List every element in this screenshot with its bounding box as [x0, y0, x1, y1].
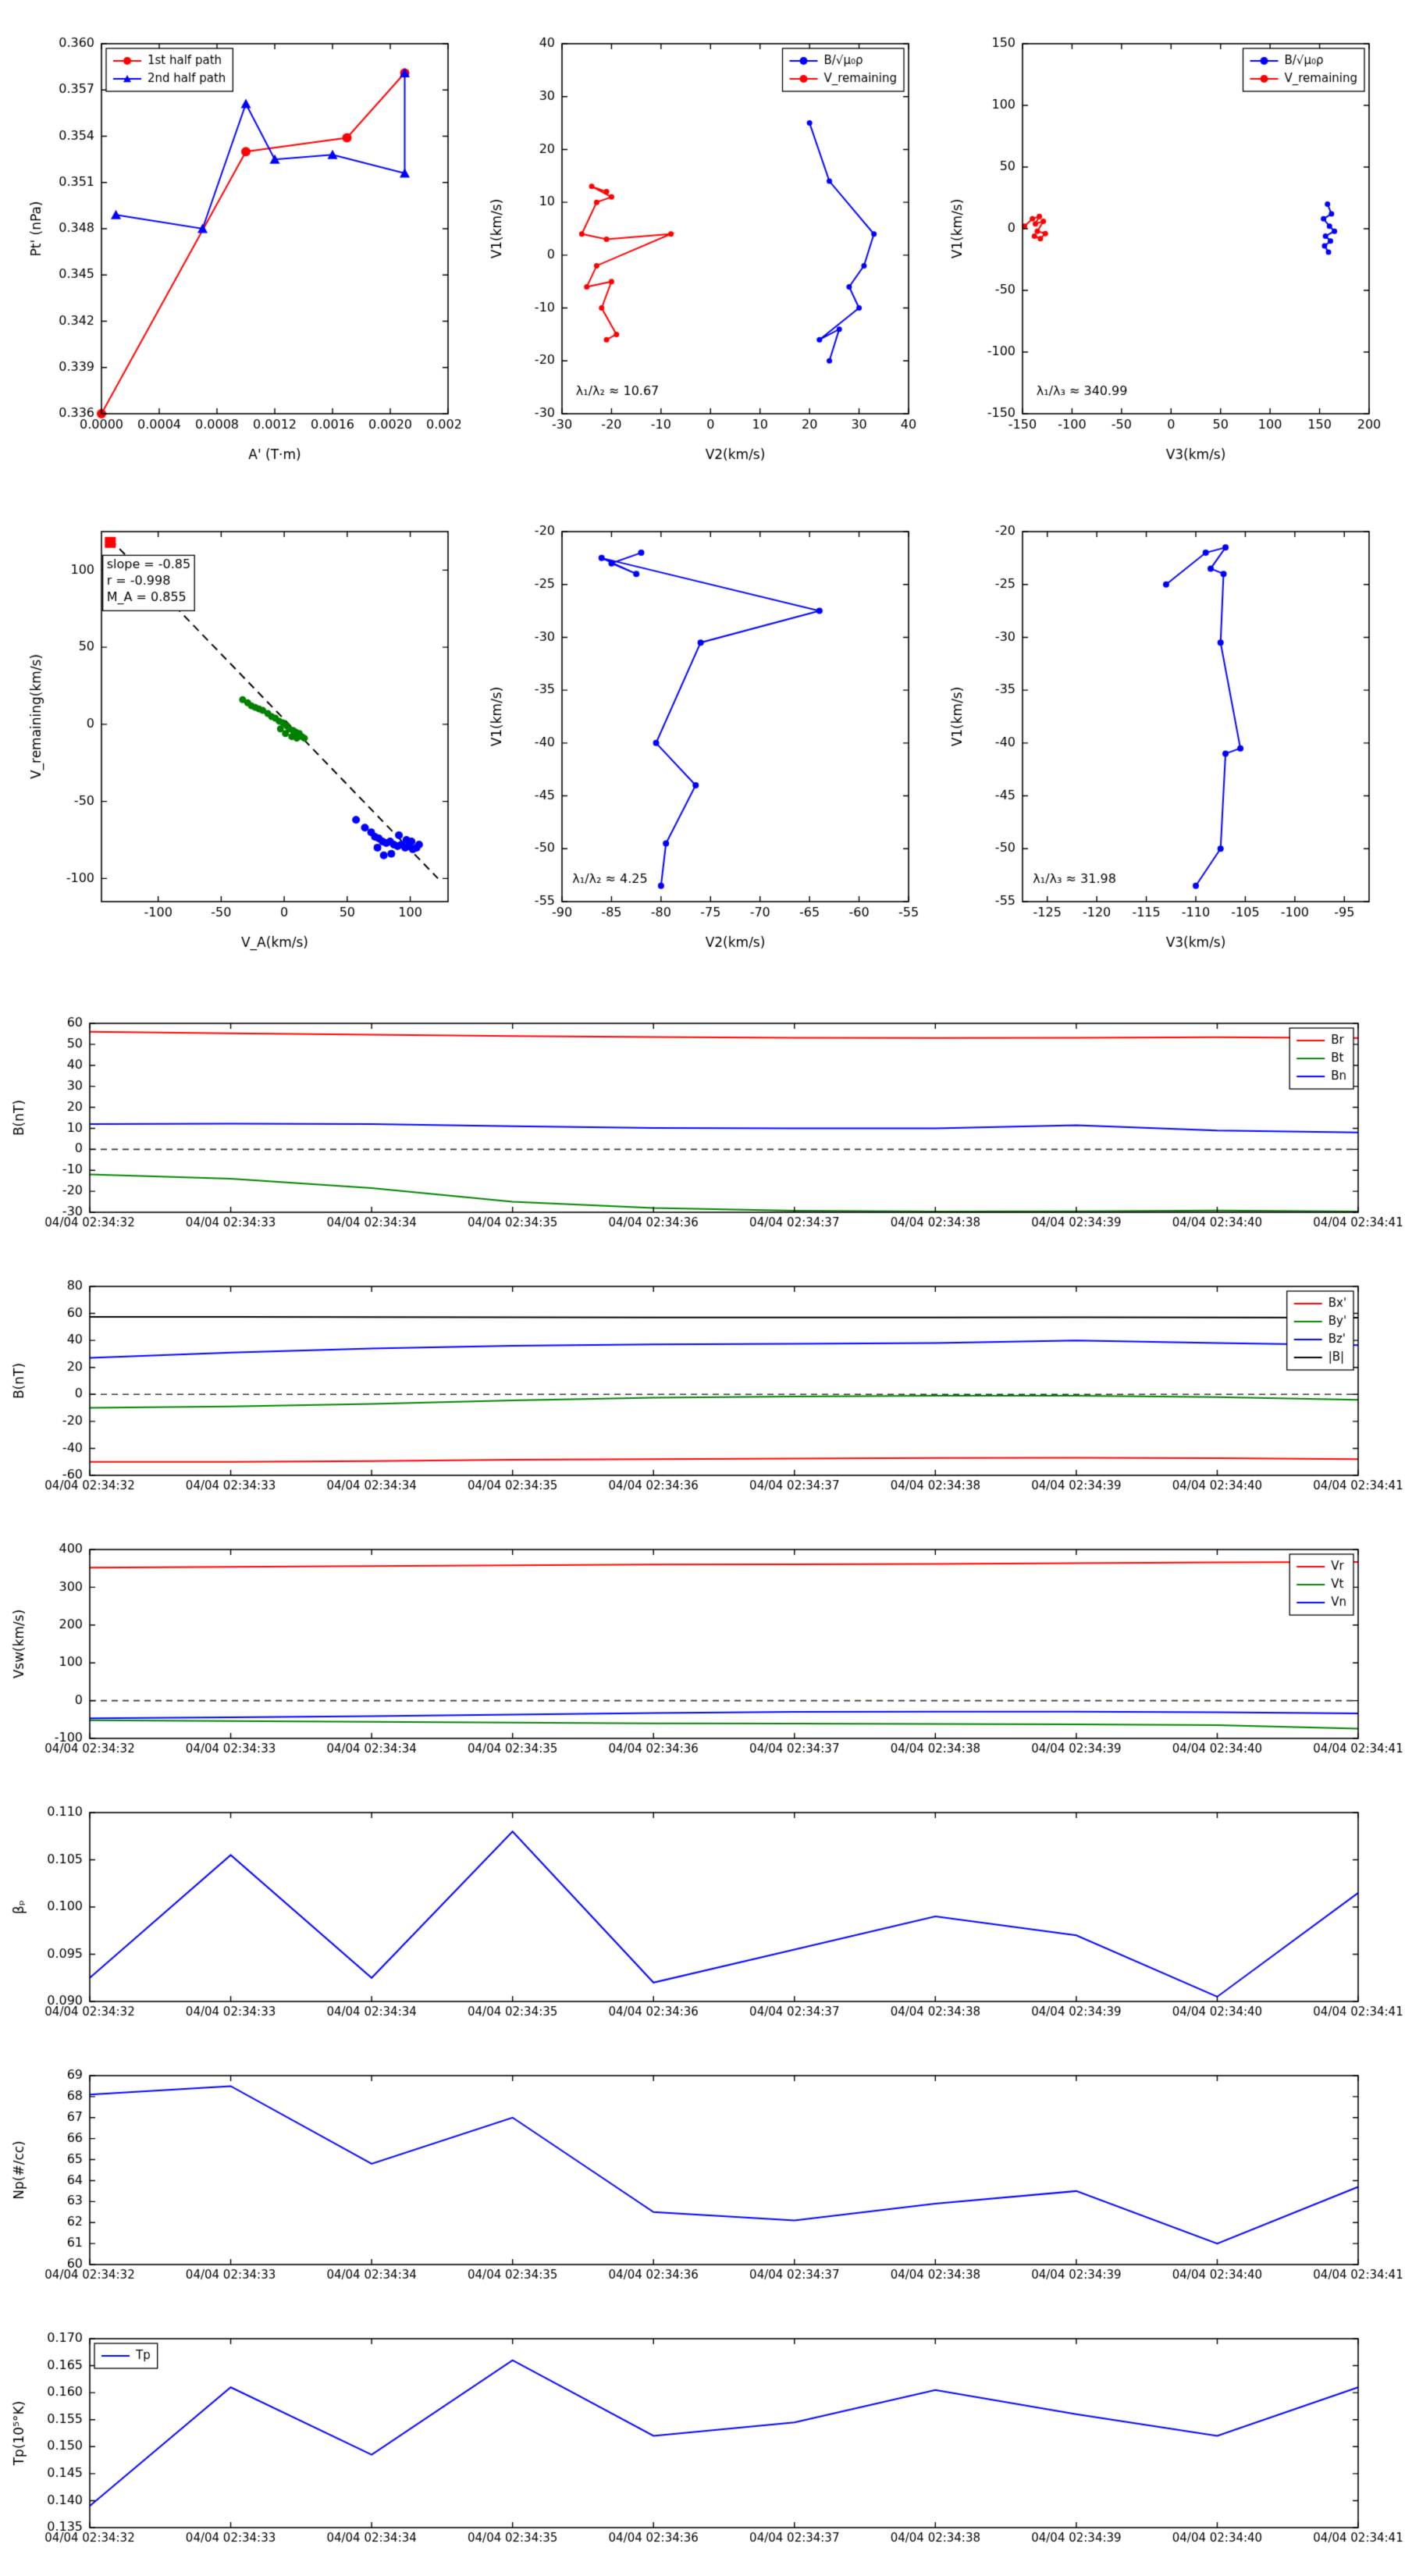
panel-proton-temperature: Proton Temperature and Tₑ/Tₚ — [0, 2303, 1405, 2560]
panel-hodogram-v2v1-mvav: Hodogram (V2_V1 MVAV_remaining frame) — [484, 496, 921, 964]
panel-proton-number-density: Proton Number Density — [0, 2040, 1405, 2297]
panel-walen-test: WalenTest — [23, 496, 461, 964]
hodogram-v3v1-mvav-canvas — [944, 496, 1382, 964]
transverse-pressure-canvas — [23, 8, 461, 476]
hodogram-v2v1-mvab-canvas — [484, 8, 921, 476]
panel-transverse-pressure: Transverse pressure — [23, 8, 461, 476]
walen-test-canvas — [23, 496, 461, 964]
hodogram-v2v1-mvav-canvas — [484, 496, 921, 964]
proton-number-density-canvas — [0, 2040, 1405, 2297]
panel-solar-wind-velocity: Solar Wind Velocity (RTN Frame) — [0, 1514, 1405, 1771]
solar-wind-velocity-canvas — [0, 1514, 1405, 1771]
panel-hodogram-v2v1-mvab: Hodogram(V2_V1 MVAB frame) — [484, 8, 921, 476]
hodogram-v3v1-mvab-canvas — [944, 8, 1382, 476]
magnetic-field-rtn-canvas — [0, 987, 1405, 1245]
panel-hodogram-v3v1-mvab: Hodogram(V3_V1 MVAB frame) — [944, 8, 1382, 476]
proton-temperature-canvas — [0, 2303, 1405, 2560]
panel-magnetic-field-flux-rope: Magnetic Field (Flux Rope Frame) — [0, 1251, 1405, 1508]
plasma-beta-canvas — [0, 1777, 1405, 2034]
panel-plasma-beta: Plasma Beta — [0, 1777, 1405, 2034]
magnetic-field-flux-rope-canvas — [0, 1251, 1405, 1508]
panel-magnetic-field-rtn: Magnetic Field (RTN Frame) — [0, 987, 1405, 1245]
panel-hodogram-v3v1-mvav: Hodogram (V3_V1 MVAV_remaining frame) — [944, 496, 1382, 964]
